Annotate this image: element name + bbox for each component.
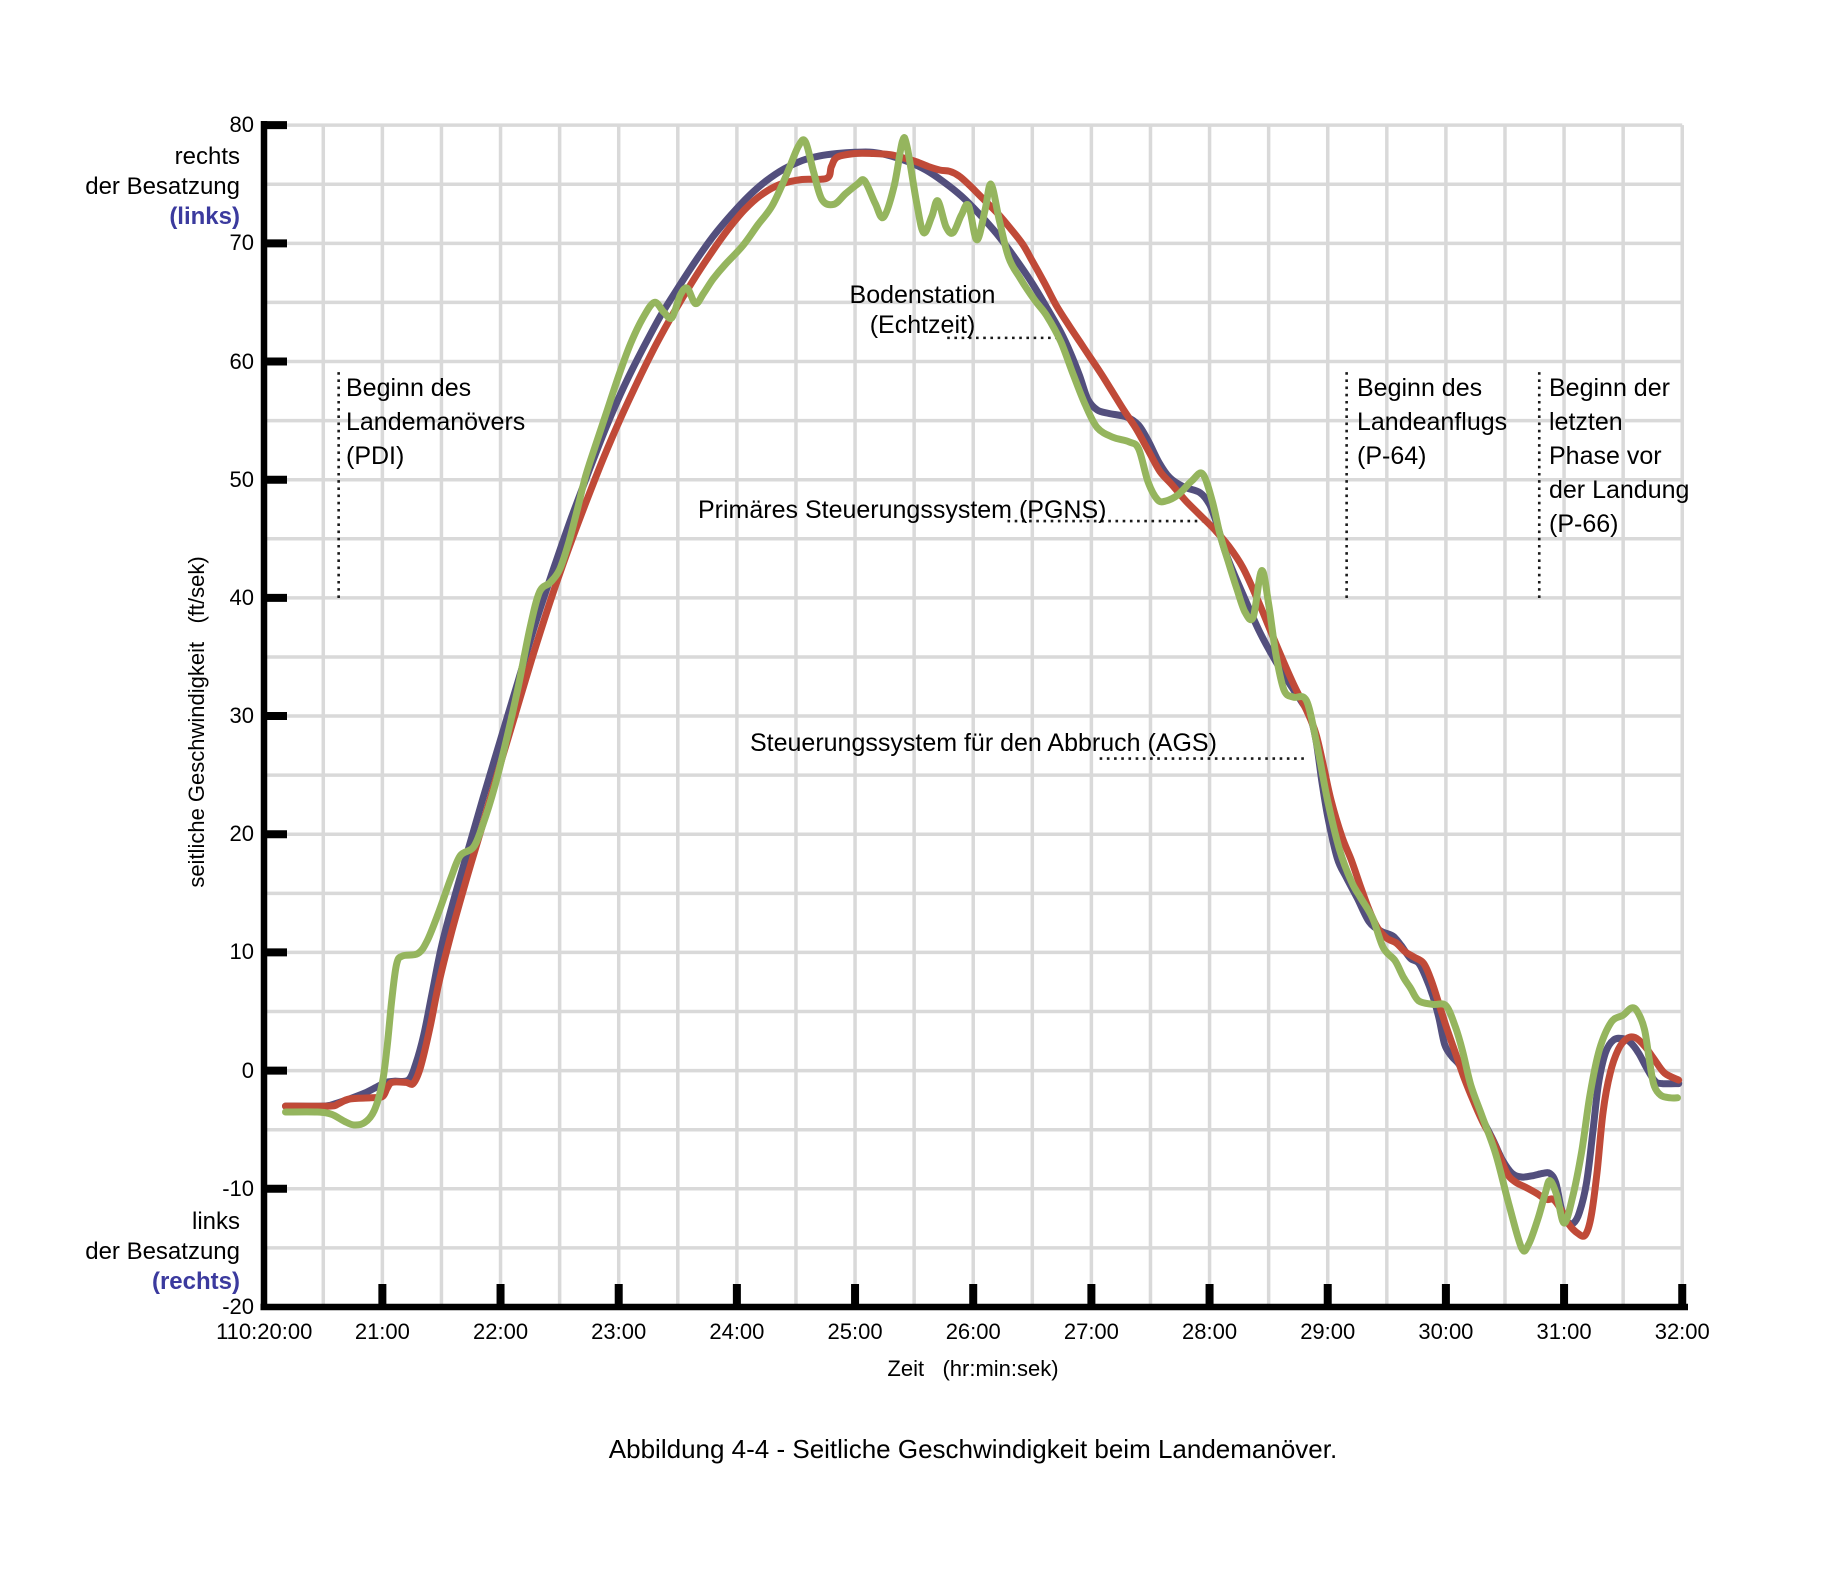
annotation-pdi: Beginn des Landemanövers (PDI) (346, 371, 525, 473)
y-tick-label: 80 (229, 112, 254, 138)
series-line-pgns (282, 148, 1683, 1228)
x-tick-label: 21:00 (354, 1319, 410, 1344)
y-tick-label: 10 (229, 939, 254, 965)
y-axis-title-gap (184, 624, 209, 642)
y-tick-label: 40 (229, 584, 254, 610)
annotation-p66-line1: Beginn der (1549, 374, 1670, 402)
x-tick-label: 25:00 (827, 1319, 883, 1344)
figure-caption: Abbildung 4-4 - Seitliche Geschwindigkei… (608, 1434, 1338, 1464)
series-line-ags (282, 149, 1683, 1240)
annotation-p66-line5: (P-66) (1549, 510, 1619, 538)
x-tick-label: 28:00 (1182, 1319, 1238, 1344)
x-tick-label: 30:00 (1418, 1319, 1474, 1344)
annotation-pdi-line3: (PDI) (346, 442, 405, 470)
annotation-bodenstation-echtzeit: Bodenstation (Echtzeit) (845, 280, 1000, 340)
x-tick-label: 32:00 (1654, 1319, 1710, 1344)
x-axis-title-gap (924, 1356, 942, 1381)
y-tick-label: 20 (229, 821, 254, 847)
y-tick-label: 70 (229, 230, 254, 256)
x-tick-label: 27:00 (1063, 1319, 1119, 1344)
annotation-p66-line4: der Landung (1549, 476, 1690, 504)
y-tick-label: -10 (222, 1175, 254, 1201)
annotation-pgns-line1: Primäres Steuerungssystem (PGNS) (698, 496, 1107, 524)
x-axis-title: Zeit (hr:min:sek) (887, 1356, 1058, 1382)
y-axis-title-text: seitliche Geschwindigkeit (184, 641, 209, 888)
series-line-bodenstation (282, 134, 1681, 1255)
y-tick-label: -20 (222, 1293, 254, 1319)
direction-top-line1: rechts (174, 143, 240, 170)
x-axis-title-unit: (hr:min:sek) (942, 1356, 1059, 1381)
annotation-p64-line1: Beginn des (1357, 374, 1483, 402)
direction-top-accent: (links) (169, 203, 240, 230)
x-tick-label: 110:20:00 (216, 1319, 313, 1344)
annotation-p64: Beginn des Landeanflugs (P-64) (1357, 371, 1507, 473)
annotation-ags: Steuerungssystem für den Abbruch (AGS) (750, 726, 1217, 760)
annotation-p64-line2: Landeanflugs (1357, 408, 1508, 436)
annotation-echtzeit-line1: Bodenstation (849, 281, 996, 309)
direction-bottom-line2: der Besatzung (85, 1238, 240, 1265)
annotation-pgns: Primäres Steuerungssystem (PGNS) (698, 493, 1106, 527)
annotation-p64-line3: (P-64) (1357, 442, 1427, 470)
x-tick-label: 26:00 (945, 1319, 1001, 1344)
annotation-pdi-line2: Landemanövers (346, 408, 526, 436)
x-tick-label: 29:00 (1300, 1319, 1356, 1344)
direction-label-top: rechts der Besatzung (links) (14, 142, 240, 232)
annotation-p66: Beginn der letzten Phase vor der Landung… (1549, 371, 1689, 541)
x-tick-label: 24:00 (709, 1319, 765, 1344)
direction-bottom-line1: links (191, 1208, 240, 1235)
annotation-pdi-line1: Beginn des (346, 374, 472, 402)
direction-bottom-accent: (rechts) (151, 1268, 240, 1295)
y-tick-label: 0 (241, 1057, 254, 1083)
annotation-ags-line1: Steuerungssystem für den Abbruch (AGS) (750, 729, 1217, 757)
annotation-p66-line2: letzten (1549, 408, 1623, 436)
y-tick-label: 50 (229, 466, 254, 492)
y-tick-label: 60 (229, 348, 254, 374)
x-tick-label: 23:00 (591, 1319, 647, 1344)
annotation-echtzeit-line2: (Echtzeit) (869, 311, 976, 339)
x-axis-title-text: Zeit (887, 1356, 925, 1381)
x-tick-label: 22:00 (473, 1319, 529, 1344)
x-tick-label: 31:00 (1536, 1319, 1592, 1344)
annotation-p66-line3: Phase vor (1549, 442, 1662, 470)
y-tick-label: 30 (229, 703, 254, 729)
direction-top-line2: der Besatzung (85, 173, 240, 200)
direction-label-bottom: links der Besatzung (rechts) (14, 1207, 240, 1297)
